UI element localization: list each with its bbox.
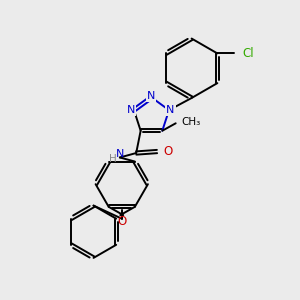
Text: Cl: Cl: [242, 47, 254, 60]
Text: N: N: [116, 149, 124, 159]
Text: O: O: [164, 145, 173, 158]
Text: CH₃: CH₃: [182, 117, 201, 127]
Text: O: O: [117, 214, 126, 227]
Text: H: H: [109, 154, 116, 164]
Text: N: N: [127, 105, 135, 115]
Text: N: N: [147, 91, 155, 101]
Text: N: N: [166, 104, 175, 115]
